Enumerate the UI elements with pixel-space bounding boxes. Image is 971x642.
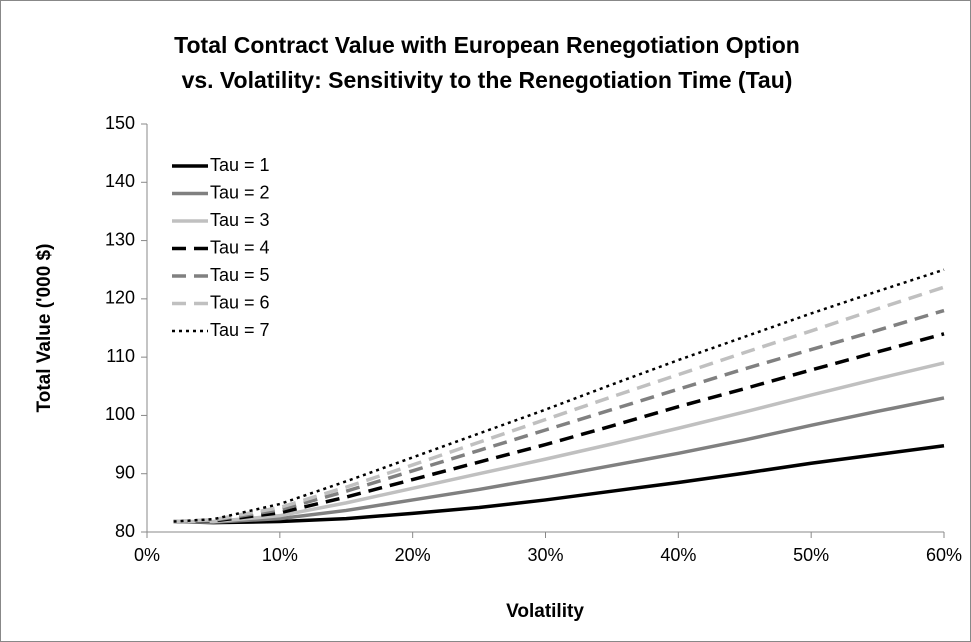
series-line: [173, 444, 945, 525]
x-tick-label: 10%: [262, 545, 298, 565]
series-line: [173, 268, 945, 523]
x-tick-label: 60%: [926, 545, 962, 565]
x-tick-label: 50%: [793, 545, 829, 565]
series-line: [173, 396, 945, 524]
series-line: [173, 332, 945, 524]
y-tick-label: 130: [105, 229, 135, 249]
x-tick-label: 40%: [660, 545, 696, 565]
series-line: [173, 308, 945, 524]
x-tick-label: 0%: [134, 545, 160, 565]
legend-label: Tau = 6: [210, 292, 270, 312]
y-tick-label: 100: [105, 404, 135, 424]
series-line: [173, 361, 945, 524]
x-axis-title: Volatility: [506, 601, 584, 622]
legend-label: Tau = 3: [210, 210, 270, 230]
y-tick-label: 110: [106, 346, 135, 366]
y-tick-label: 90: [115, 462, 135, 482]
chart-title: Total Contract Value with European Reneg…: [174, 32, 800, 58]
y-tick-label: 80: [115, 521, 135, 541]
legend-label: Tau = 5: [210, 265, 270, 285]
y-tick-label: 140: [105, 171, 135, 191]
chart-title: vs. Volatility: Sensitivity to the Reneg…: [182, 67, 793, 93]
y-tick-label: 150: [105, 113, 135, 133]
y-axis-title: Total Value ('000 $): [34, 244, 55, 413]
legend-label: Tau = 1: [210, 155, 270, 175]
y-tick-label: 120: [105, 288, 135, 308]
x-tick-label: 30%: [527, 545, 563, 565]
x-tick-label: 20%: [395, 545, 431, 565]
legend-label: Tau = 7: [210, 320, 270, 340]
legend-label: Tau = 2: [210, 182, 270, 202]
legend-label: Tau = 4: [210, 237, 270, 257]
series-line: [173, 285, 945, 524]
